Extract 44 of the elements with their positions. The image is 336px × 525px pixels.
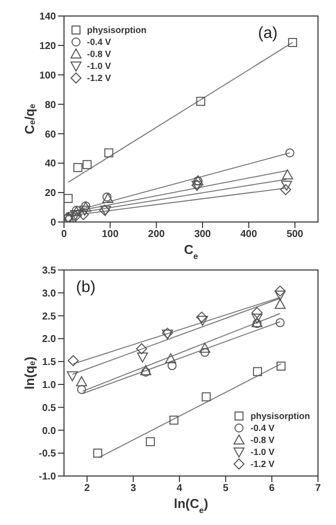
annotation: (b)	[76, 279, 96, 296]
legend-label: -1.0 V	[250, 446, 274, 458]
y-tick-label: 60	[44, 129, 56, 140]
y-tick-label: 2.0	[42, 334, 56, 346]
x-tick-label: 7	[315, 483, 322, 494]
legend-label: -0.4 V	[87, 36, 112, 48]
y-tick-label: 0	[50, 218, 56, 229]
legend-label: physisorption	[250, 410, 310, 422]
legend-label: physisorption	[87, 24, 147, 36]
y-tick-label: 0.5	[42, 402, 56, 414]
y-tick-label: 80	[44, 100, 56, 111]
y-tick-label: -1.0	[38, 472, 56, 483]
x-axis-title: C$_{e}$	[184, 242, 198, 261]
y-tick-label: -0.5	[38, 448, 56, 460]
x-tick-label: 300	[194, 229, 212, 240]
legend-label: -1.2 V	[250, 458, 274, 470]
y-tick-label: 20	[44, 188, 56, 200]
legend-label: -0.8 V	[250, 434, 274, 446]
y-tick-label: 1.5	[42, 357, 56, 368]
x-tick-label: 0	[61, 229, 68, 240]
x-tick-label: 400	[240, 229, 258, 240]
x-tick-label: 100	[102, 229, 119, 240]
y-tick-label: 3.5	[42, 266, 56, 277]
x-axis-title: ln(C$_{e}$)	[174, 496, 208, 515]
y-tick-label: 0.0	[42, 426, 56, 437]
legend-label: -0.4 V	[250, 422, 274, 434]
x-tick-label: 4	[176, 483, 183, 494]
x-tick-label: 3	[130, 483, 136, 494]
y-tick-label: 2.5	[42, 311, 56, 322]
legend-label: -1.2 V	[87, 72, 112, 84]
annotation: (a)	[258, 25, 278, 42]
legend-label: -1.0 V	[87, 60, 112, 72]
x-tick-label: 2	[84, 483, 90, 494]
x-tick-label: 6	[269, 483, 276, 494]
legend-label: -0.8 V	[87, 48, 112, 60]
x-tick-label: 200	[148, 229, 166, 240]
y-tick-label: 100	[39, 70, 56, 82]
y-tick-label: 40	[44, 158, 56, 170]
y-tick-label: 3.0	[42, 288, 56, 300]
x-tick-label: 5	[222, 483, 229, 494]
y-tick-label: 140	[39, 12, 56, 23]
y-tick-label: 1.0	[42, 380, 56, 391]
x-tick-label: 500	[286, 229, 304, 240]
y-tick-label: 120	[39, 40, 56, 52]
